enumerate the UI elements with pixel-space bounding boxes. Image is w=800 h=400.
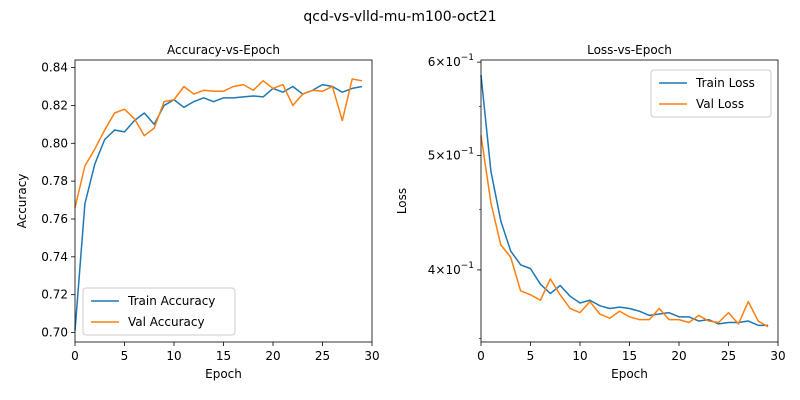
y-axis-label: Accuracy [15, 174, 29, 229]
y-tick-label: 0.80 [41, 136, 68, 150]
y-tick-base: 4×10 [428, 263, 461, 277]
accuracy-chart: 0 5 10 15 20 25 30 0.70 0.72 0.74 0.76 0.78 0.80 0.82… [15, 43, 380, 381]
y-tick-label: 0.76 [41, 212, 68, 226]
y-tick-label: 0.84 [41, 61, 68, 75]
y-tick-base: 5×10 [428, 149, 461, 163]
y-tick-label: 4×10−1 [428, 261, 474, 277]
y-tick-label: 0.82 [41, 98, 68, 112]
y-tick-exponent: −1 [461, 261, 474, 271]
y-tick-base: 6×10 [428, 55, 461, 69]
y-axis-label: Loss [395, 188, 409, 214]
x-tick-label: 0 [71, 349, 79, 363]
x-tick-label: 5 [121, 349, 129, 363]
y-tick-exponent: −1 [461, 53, 474, 63]
loss-chart: 0 5 10 15 20 25 304×10−15×10−16×10−1Loss-vs-Ep… [395, 43, 786, 381]
series-line-1 [480, 75, 769, 327]
x-tick-label: 0 [477, 349, 485, 363]
x-tick-label: 25 [721, 349, 736, 363]
x-tick-label: 25 [315, 349, 330, 363]
y-tick-label: 0.74 [41, 250, 68, 264]
legend-entry: Train Accuracy [127, 294, 215, 308]
y-tick-exponent: −1 [461, 147, 474, 157]
x-axis-label: Epoch [205, 367, 242, 381]
x-tick-label: 30 [364, 349, 379, 363]
series-line-2 [480, 135, 769, 328]
y-tick-label: 5×10−1 [428, 147, 474, 163]
x-tick-label: 20 [265, 349, 280, 363]
legend-entry: Val Accuracy [128, 315, 205, 329]
chart-title: Loss-vs-Epoch [587, 43, 672, 57]
y-tick-label: 0.70 [41, 326, 68, 340]
legend-box [650, 69, 772, 118]
legend: Train Loss Val Loss [650, 69, 772, 118]
series-line-2 [74, 78, 363, 208]
legend-entry: Val Loss [696, 97, 744, 111]
y-tick-label: 6×10−1 [428, 53, 474, 69]
x-tick-label: 5 [527, 349, 535, 363]
x-tick-label: 20 [671, 349, 686, 363]
chart-title: Accuracy-vs-Epoch [167, 43, 280, 57]
x-tick-label: 10 [572, 349, 587, 363]
y-tick-label: 0.78 [41, 174, 68, 188]
legend-entry: Train Loss [695, 76, 755, 90]
x-tick-label: 30 [770, 349, 785, 363]
legend: Train Accuracy Val Accuracy [82, 287, 236, 336]
series-line-1 [74, 83, 363, 331]
y-tick-label: 0.72 [41, 288, 68, 302]
x-axis-label: Epoch [611, 367, 648, 381]
x-tick-label: 10 [166, 349, 181, 363]
figure-suptitle: qcd-vs-vlld-mu-m100-oct21 [303, 9, 496, 25]
legend-box [82, 287, 236, 336]
x-tick-label: 15 [216, 349, 231, 363]
x-tick-label: 15 [622, 349, 637, 363]
